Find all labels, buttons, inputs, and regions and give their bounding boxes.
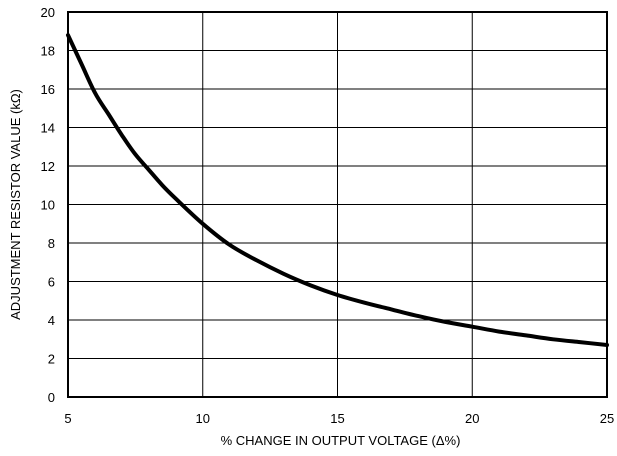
- y-tick-label: 20: [41, 5, 55, 20]
- y-tick-label: 6: [48, 275, 55, 290]
- y-tick-label: 14: [41, 121, 55, 136]
- grid-lines: [67, 11, 608, 398]
- y-tick-label: 0: [48, 390, 55, 405]
- plot-frame: [67, 11, 608, 398]
- y-tick-label: 10: [41, 198, 55, 213]
- x-tick-label: 5: [64, 411, 71, 426]
- x-tick-label: 10: [196, 411, 210, 426]
- y-tick-label: 4: [48, 313, 55, 328]
- series-line: [66, 33, 609, 347]
- y-tick-label: 2: [48, 352, 55, 367]
- y-tick-labels: 0 2 4 6 8 10 12 14 16 18 20: [41, 5, 55, 405]
- y-tick-label: 12: [41, 159, 55, 174]
- x-tick-label: 20: [465, 411, 479, 426]
- y-tick-label: 18: [41, 44, 55, 59]
- y-axis-label: ADJUSTMENT RESISTOR VALUE (kΩ): [8, 89, 23, 320]
- y-tick-label: 16: [41, 82, 55, 97]
- x-tick-label: 25: [600, 411, 614, 426]
- x-axis-label: % CHANGE IN OUTPUT VOLTAGE (Δ%): [221, 433, 461, 448]
- y-tick-label: 8: [48, 236, 55, 251]
- x-tick-label: 15: [330, 411, 344, 426]
- x-tick-labels: 5 10 15 20 25: [64, 411, 614, 426]
